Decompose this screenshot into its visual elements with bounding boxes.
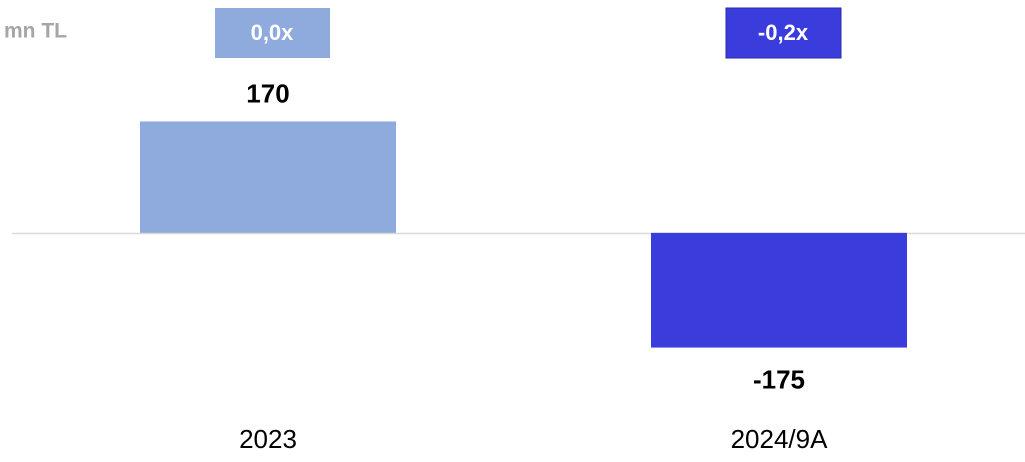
value-label: 170	[246, 78, 289, 108]
multiple-label: -0,2x	[758, 20, 809, 45]
unit-label: mn TL	[4, 20, 67, 43]
x-tick-label: 2023	[239, 424, 297, 454]
x-tick-label: 2024/9A	[731, 424, 829, 454]
bar	[140, 121, 396, 233]
bar	[651, 232, 907, 348]
multiple-box	[725, 7, 842, 59]
multiple-label: 0,0x	[251, 20, 295, 45]
multiple-box	[215, 8, 330, 58]
value-label: -175	[753, 364, 805, 394]
